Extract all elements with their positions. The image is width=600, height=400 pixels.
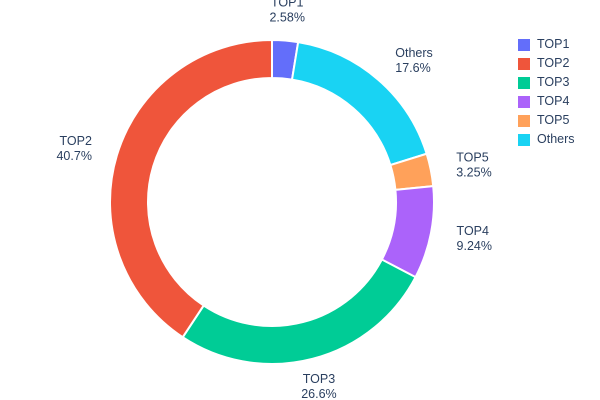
legend-swatch-icon <box>518 133 530 146</box>
slice-label-name: Others <box>395 46 433 60</box>
slice-label-name: TOP4 <box>457 224 489 238</box>
slice-label-percent: 26.6% <box>301 387 336 400</box>
legend-swatch-icon <box>518 38 530 51</box>
pie-slice-top3[interactable] <box>181 258 417 365</box>
slice-label-name: TOP1 <box>271 0 303 10</box>
legend-item-top5[interactable]: TOP5 <box>518 114 575 127</box>
legend-swatch-icon <box>518 76 530 89</box>
legend: TOP1 TOP2 TOP3 TOP4 TOP5 Others <box>518 38 575 146</box>
slice-label-percent: 17.6% <box>395 61 430 75</box>
legend-swatch-icon <box>518 95 530 108</box>
legend-swatch-icon <box>518 114 530 127</box>
slice-label-name: TOP3 <box>303 372 335 386</box>
slice-label-name: TOP5 <box>456 151 488 165</box>
slice-label-name: TOP2 <box>60 134 92 148</box>
legend-item-top4[interactable]: TOP4 <box>518 95 575 108</box>
slice-label-percent: 40.7% <box>56 149 91 163</box>
legend-label: TOP4 <box>537 94 570 108</box>
legend-label: TOP2 <box>537 56 570 70</box>
legend-item-top2[interactable]: TOP2 <box>518 57 575 70</box>
slice-label-percent: 3.25% <box>456 166 491 180</box>
legend-item-others[interactable]: Others <box>518 133 575 146</box>
legend-label: Others <box>537 132 575 146</box>
pie-slice-top2[interactable] <box>109 38 273 339</box>
legend-swatch-icon <box>518 57 530 70</box>
slice-label-percent: 9.24% <box>457 239 492 253</box>
legend-label: TOP3 <box>537 75 570 89</box>
legend-label: TOP1 <box>537 37 570 51</box>
legend-item-top1[interactable]: TOP1 <box>518 38 575 51</box>
slice-label-percent: 2.58% <box>269 11 304 25</box>
legend-item-top3[interactable]: TOP3 <box>518 76 575 89</box>
legend-label: TOP5 <box>537 113 570 127</box>
